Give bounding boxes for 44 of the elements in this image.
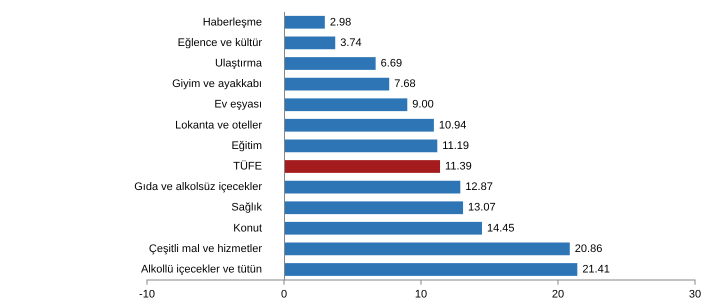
bar bbox=[284, 242, 570, 256]
data-label: 9.00 bbox=[412, 98, 434, 111]
y-tick-label: Haberleşme bbox=[202, 16, 262, 28]
y-tick-label: Eğlence ve kültür bbox=[178, 36, 262, 49]
y-tick-label: Gıda ve alkolsüz içecekler bbox=[134, 181, 262, 194]
data-label: 7.68 bbox=[394, 78, 416, 90]
bar bbox=[284, 98, 408, 112]
y-tick-label: Giyim ve ayakkabı bbox=[172, 78, 262, 90]
data-label: 6.69 bbox=[380, 58, 402, 70]
data-label: 20.86 bbox=[574, 242, 602, 255]
x-tick-label: 20 bbox=[552, 288, 564, 300]
x-tick-label: 10 bbox=[414, 288, 428, 300]
bar bbox=[284, 78, 390, 90]
bar bbox=[284, 201, 464, 214]
bar bbox=[284, 222, 482, 235]
bar bbox=[284, 180, 460, 194]
y-tick-label: Konut bbox=[233, 222, 262, 234]
data-label: 12.87 bbox=[465, 181, 493, 194]
y-tick-label: Ev eşyası bbox=[214, 98, 262, 111]
bar bbox=[284, 118, 434, 132]
data-label: 21.41 bbox=[582, 264, 610, 276]
data-label: 10.94 bbox=[438, 119, 466, 132]
data-label: 2.98 bbox=[330, 16, 352, 28]
bar bbox=[284, 263, 578, 276]
data-label: 11.39 bbox=[445, 160, 472, 173]
bar bbox=[284, 57, 376, 70]
x-tick-label: -10 bbox=[139, 288, 155, 300]
y-tick-label: Çeşitli mal ve hizmetler bbox=[148, 242, 262, 255]
data-label: 13.07 bbox=[468, 202, 496, 214]
y-tick-label: Lokanta ve oteller bbox=[175, 119, 262, 132]
y-tick-label: Sağlık bbox=[231, 202, 262, 214]
bar bbox=[284, 36, 336, 50]
data-label: 14.45 bbox=[486, 222, 514, 234]
bar bbox=[284, 160, 440, 173]
y-tick-label: TÜFE bbox=[233, 160, 262, 173]
bar bbox=[284, 140, 438, 152]
bar bbox=[284, 16, 325, 29]
y-tick-label: Ulaştırma bbox=[214, 58, 263, 70]
data-label: 11.19 bbox=[442, 140, 470, 152]
y-tick-label: Eğitim bbox=[231, 140, 262, 152]
y-tick-label: Alkollü içecekler ve tütün bbox=[140, 264, 262, 276]
x-tick-label: 0 bbox=[280, 288, 288, 300]
data-label: 3.74 bbox=[340, 36, 362, 49]
x-tick-label: 30 bbox=[688, 288, 702, 300]
